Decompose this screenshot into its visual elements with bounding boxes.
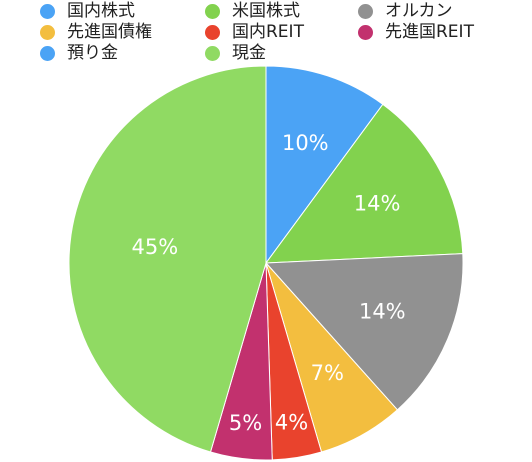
pie-slice bbox=[265, 65, 384, 265]
slice-value-label: 10% bbox=[282, 131, 329, 155]
legend-item: オルカン bbox=[358, 1, 453, 21]
legend-label: 先進国REIT bbox=[385, 22, 474, 42]
legend-swatch bbox=[40, 45, 55, 61]
legend-label: 現金 bbox=[232, 43, 266, 63]
legend-label: 米国株式 bbox=[232, 1, 300, 21]
legend-label: 国内株式 bbox=[67, 1, 135, 21]
legend-label: オルカン bbox=[385, 1, 453, 21]
legend-swatch bbox=[205, 45, 220, 61]
slice-value-label: 4% bbox=[275, 411, 308, 435]
legend-swatch bbox=[40, 24, 55, 40]
legend-swatch bbox=[358, 24, 373, 40]
slice-value-label: 7% bbox=[311, 361, 344, 385]
legend-swatch bbox=[40, 3, 55, 19]
legend-item: 現金 bbox=[205, 43, 266, 63]
legend-item: 国内REIT bbox=[205, 22, 304, 42]
legend-item: 預り金 bbox=[40, 43, 118, 63]
slice-value-label: 14% bbox=[359, 300, 406, 324]
legend: 国内株式 米国株式 オルカン先進国債権 国内REIT 先進国REIT 預り金 現金 bbox=[0, 0, 532, 66]
pie-slice bbox=[68, 65, 267, 453]
legend-item: 先進国REIT bbox=[358, 22, 474, 42]
slice-value-label: 5% bbox=[229, 411, 262, 435]
legend-item: 国内株式 bbox=[40, 1, 135, 21]
slice-value-label: 45% bbox=[132, 235, 179, 259]
pie-slice bbox=[264, 253, 464, 411]
legend-item: 米国株式 bbox=[205, 1, 300, 21]
legend-swatch bbox=[205, 3, 220, 19]
pie-slice bbox=[264, 103, 464, 264]
legend-label: 先進国債権 bbox=[67, 22, 152, 42]
legend-item: 先進国債権 bbox=[40, 22, 152, 42]
legend-swatch bbox=[205, 24, 220, 40]
legend-label: 預り金 bbox=[67, 43, 118, 63]
slice-value-label: 14% bbox=[354, 192, 401, 216]
legend-label: 国内REIT bbox=[232, 22, 304, 42]
legend-swatch bbox=[358, 3, 373, 19]
